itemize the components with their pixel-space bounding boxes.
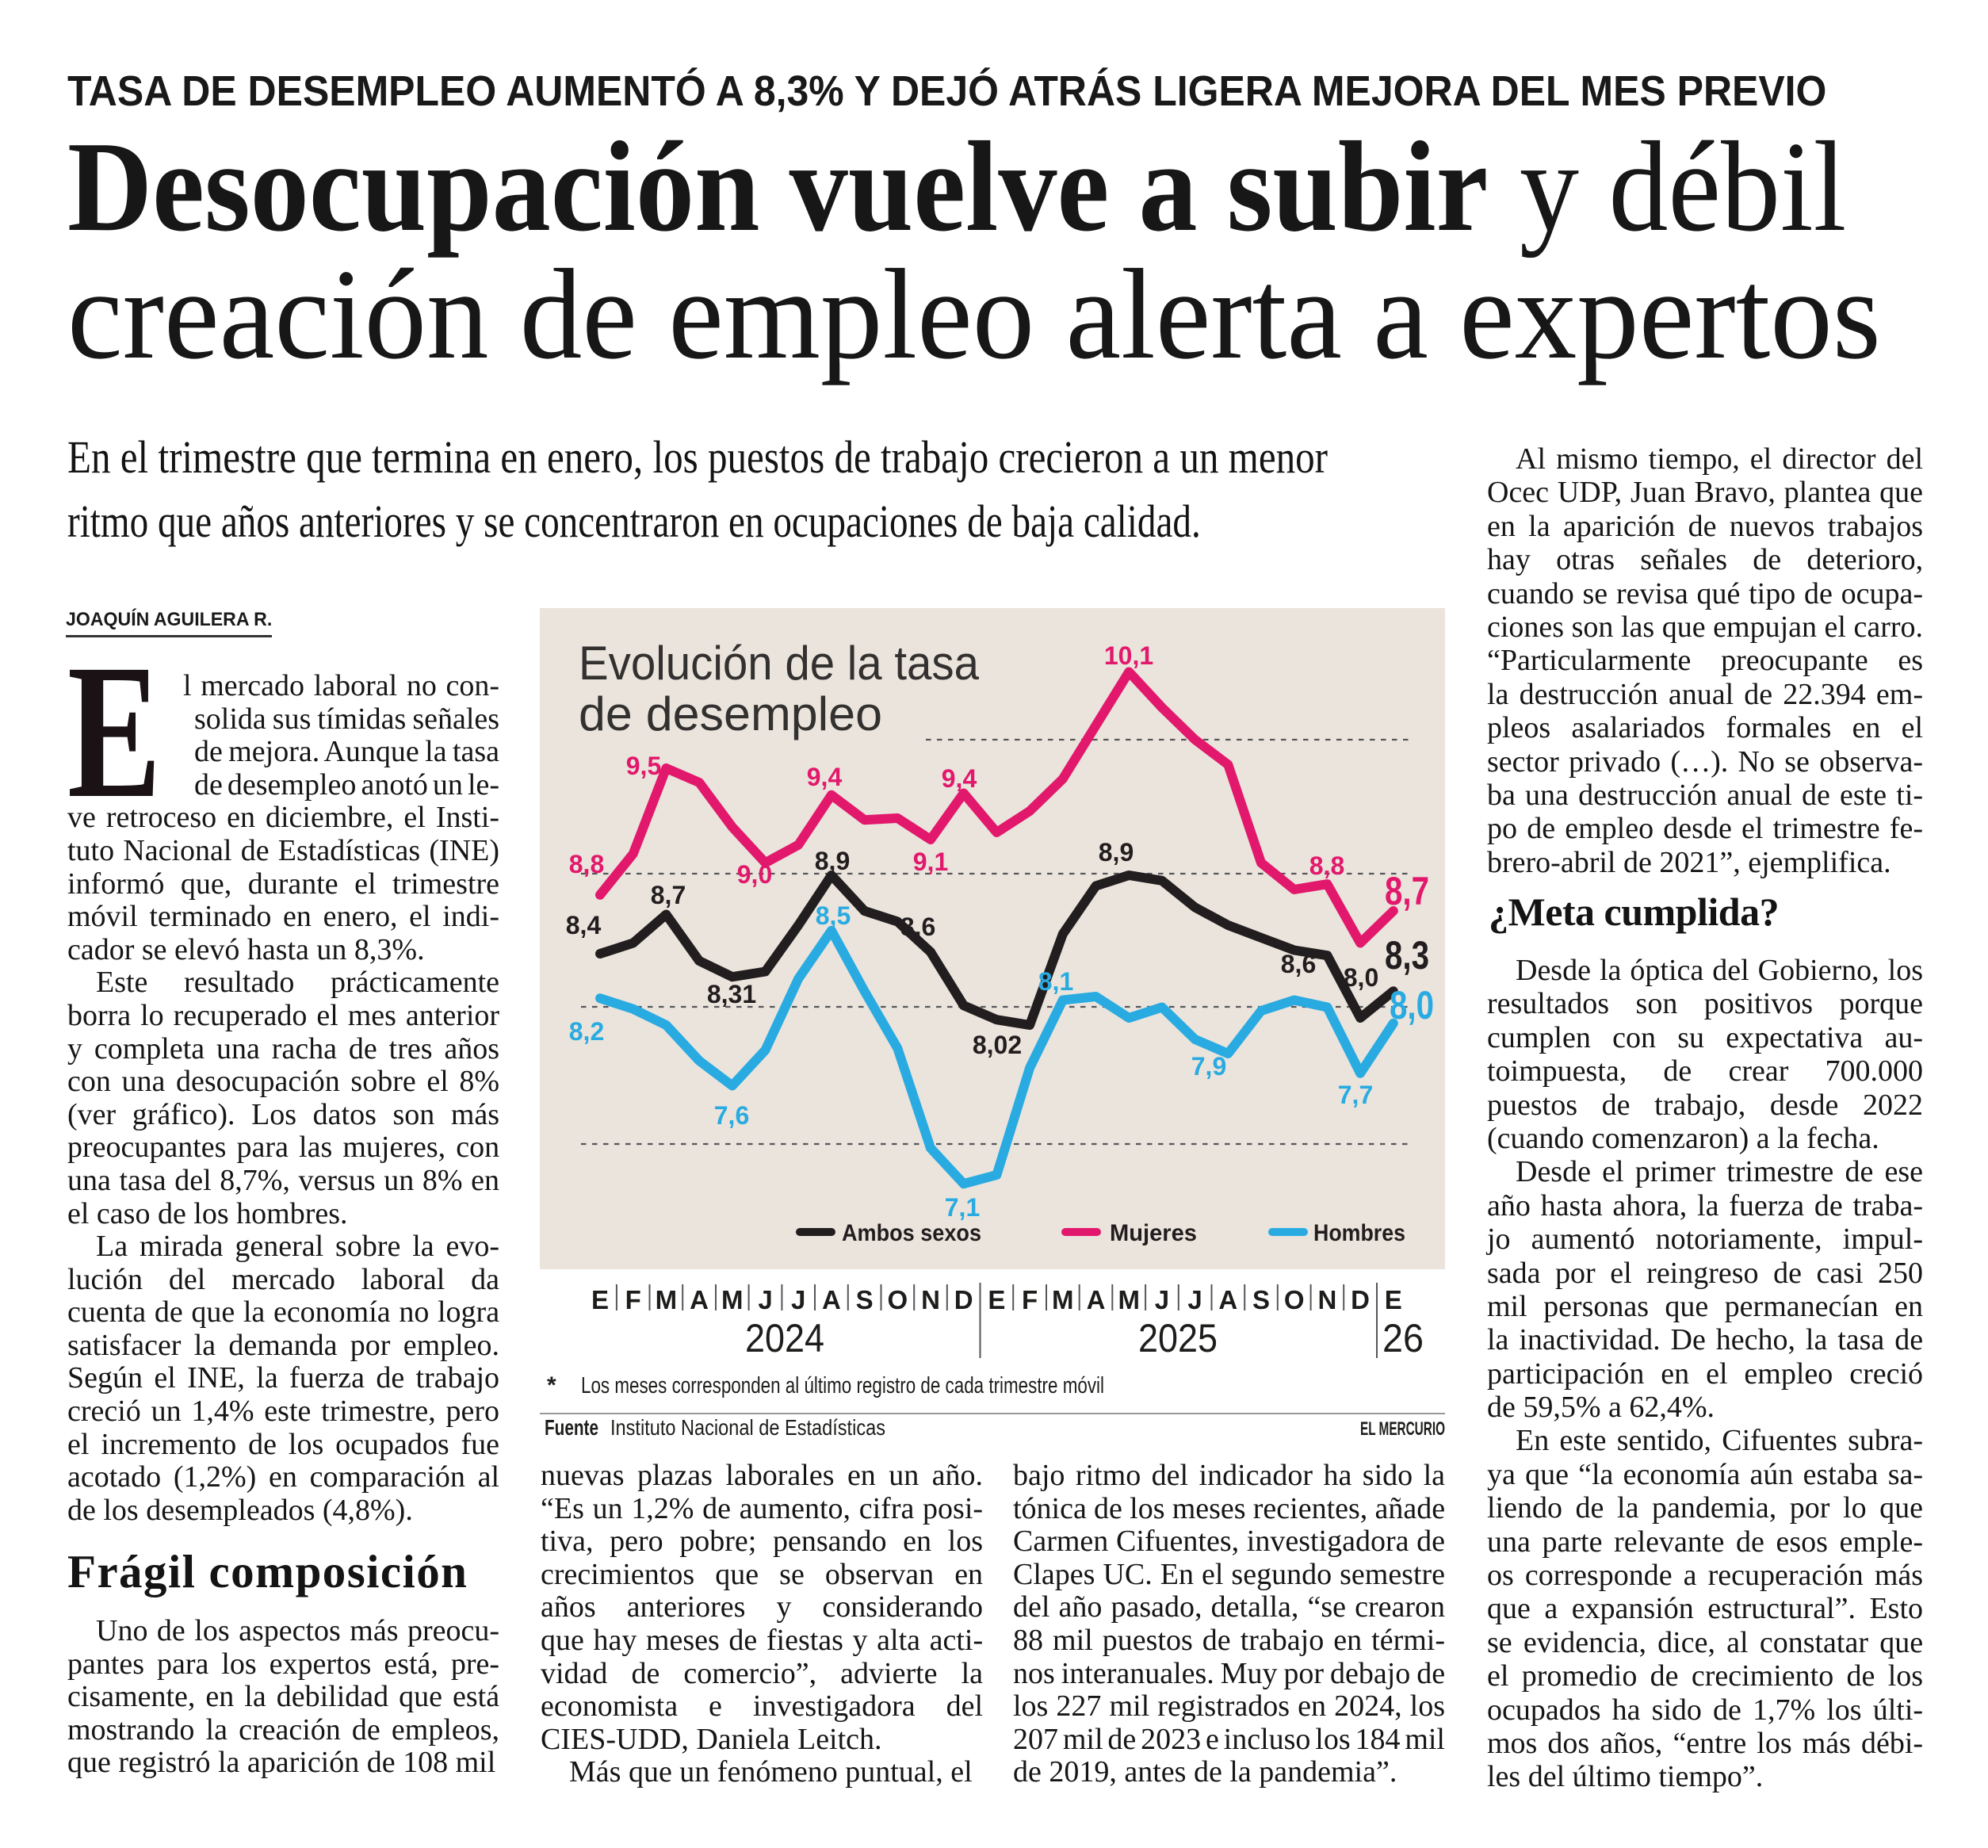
- svg-text:*: *: [547, 1372, 556, 1398]
- svg-text:Evolución de la tasa: Evolución de la tasa: [579, 637, 980, 690]
- svg-text:D: D: [1351, 1285, 1370, 1314]
- svg-text:A: A: [822, 1285, 841, 1314]
- svg-text:7,6: 7,6: [714, 1101, 749, 1130]
- svg-text:Los meses corresponden al últi: Los meses corresponden al último registr…: [581, 1373, 1104, 1398]
- svg-text:N: N: [1317, 1285, 1336, 1314]
- svg-text:8,9: 8,9: [1099, 838, 1134, 867]
- svg-text:Fuente: Fuente: [545, 1415, 598, 1440]
- svg-text:9,5: 9,5: [626, 752, 661, 780]
- svg-text:M: M: [721, 1285, 744, 1314]
- svg-text:26: 26: [1382, 1316, 1424, 1360]
- svg-text:S: S: [856, 1285, 874, 1314]
- svg-text:7,7: 7,7: [1338, 1081, 1373, 1109]
- svg-text:2025: 2025: [1138, 1316, 1218, 1360]
- svg-text:Ambos sexos: Ambos sexos: [842, 1220, 981, 1246]
- svg-text:7,1: 7,1: [945, 1193, 980, 1222]
- svg-text:O: O: [1284, 1285, 1305, 1314]
- svg-text:N: N: [921, 1285, 940, 1314]
- svg-text:8,6: 8,6: [1281, 950, 1316, 978]
- svg-text:E: E: [591, 1285, 609, 1314]
- svg-text:M: M: [656, 1285, 678, 1314]
- svg-text:8,8: 8,8: [569, 850, 604, 878]
- svg-text:9,4: 9,4: [942, 764, 977, 793]
- svg-text:E: E: [1385, 1285, 1402, 1314]
- svg-text:8,31: 8,31: [707, 980, 756, 1008]
- svg-text:J: J: [758, 1285, 772, 1314]
- svg-text:J: J: [791, 1285, 805, 1314]
- svg-text:8,0: 8,0: [1390, 983, 1434, 1027]
- svg-text:de desempleo: de desempleo: [579, 687, 882, 740]
- svg-text:O: O: [887, 1285, 908, 1314]
- svg-text:J: J: [1187, 1285, 1202, 1314]
- svg-text:8,02: 8,02: [973, 1031, 1022, 1059]
- svg-text:8,3: 8,3: [1385, 933, 1429, 978]
- svg-text:A: A: [690, 1285, 709, 1314]
- svg-text:M: M: [1118, 1285, 1140, 1314]
- svg-text:10,1: 10,1: [1104, 641, 1153, 670]
- svg-text:A: A: [1087, 1285, 1106, 1314]
- svg-text:9,4: 9,4: [807, 763, 843, 791]
- svg-text:M: M: [1052, 1285, 1074, 1314]
- svg-text:E: E: [988, 1285, 1005, 1314]
- svg-text:S: S: [1252, 1285, 1270, 1314]
- svg-text:A: A: [1218, 1285, 1237, 1314]
- svg-text:8,2: 8,2: [569, 1017, 604, 1046]
- svg-text:8,0: 8,0: [1344, 963, 1378, 992]
- svg-text:D: D: [954, 1285, 973, 1314]
- svg-text:8,6: 8,6: [900, 913, 935, 941]
- svg-text:8,7: 8,7: [651, 881, 686, 909]
- svg-text:8,4: 8,4: [566, 911, 602, 939]
- svg-text:8,1: 8,1: [1038, 967, 1073, 996]
- svg-text:F: F: [625, 1285, 641, 1314]
- svg-text:9,0: 9,0: [737, 860, 772, 889]
- svg-text:EL MERCURIO: EL MERCURIO: [1360, 1418, 1445, 1440]
- svg-text:J: J: [1155, 1285, 1169, 1314]
- svg-text:Instituto Nacional de Estadíst: Instituto Nacional de Estadísticas: [610, 1415, 885, 1440]
- svg-text:8,8: 8,8: [1309, 851, 1344, 880]
- svg-text:Mujeres: Mujeres: [1110, 1220, 1197, 1246]
- svg-text:8,9: 8,9: [815, 847, 850, 875]
- svg-text:Hombres: Hombres: [1313, 1220, 1405, 1246]
- svg-text:8,5: 8,5: [816, 901, 851, 930]
- svg-text:2024: 2024: [745, 1316, 824, 1360]
- svg-text:7,9: 7,9: [1191, 1052, 1226, 1081]
- svg-text:8,7: 8,7: [1385, 869, 1429, 913]
- svg-text:9,1: 9,1: [913, 847, 948, 876]
- svg-text:F: F: [1022, 1285, 1038, 1314]
